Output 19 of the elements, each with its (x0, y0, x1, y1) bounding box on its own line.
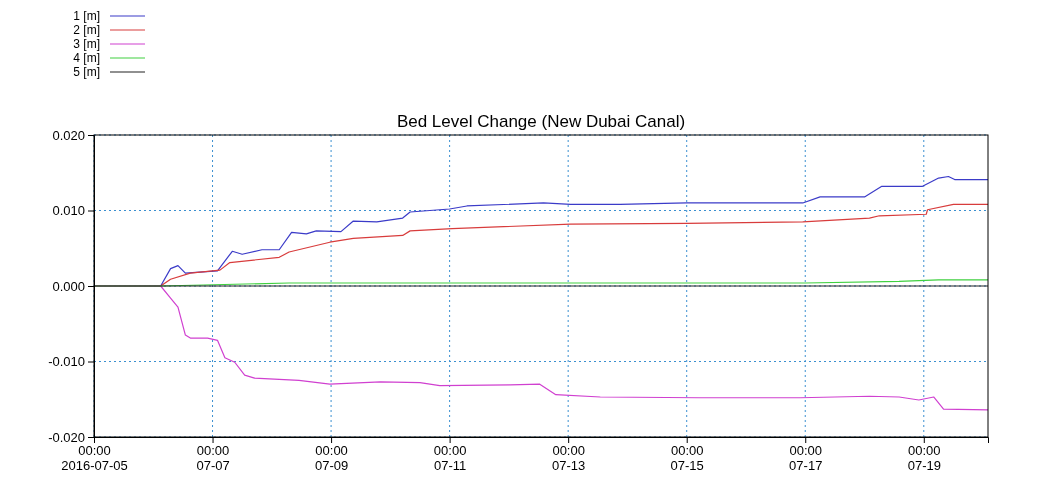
legend-label: 4 [m] (73, 51, 100, 65)
y-tick-label: 0.000 (52, 278, 85, 294)
x-tick-label: 00:00 2016-07-05 (61, 443, 128, 473)
chart-title: Bed Level Change (New Dubai Canal) (396, 112, 686, 131)
legend-label: 5 [m] (73, 65, 100, 79)
legend-label: 2 [m] (73, 23, 100, 37)
y-tick-label: -0.020 (48, 429, 85, 445)
x-tick-label: 00:00 07-09 (314, 443, 349, 473)
y-tick-label: 0.020 (52, 127, 85, 143)
x-tick-label: 00:00 07-19 (907, 443, 941, 473)
x-tick-label: 00:00 07-15 (670, 443, 704, 473)
y-tick-label: -0.010 (48, 354, 85, 370)
x-tick-label: 00:00 07-07 (196, 443, 230, 473)
x-tick-label: 00:00 07-17 (789, 443, 823, 473)
x-tick-label: 00:00 07-13 (552, 443, 586, 473)
y-tick-label: 0.010 (52, 203, 85, 219)
x-tick-label: 00:00 07-11 (433, 443, 467, 473)
legend-label: 1 [m] (73, 9, 100, 23)
legend-label: 3 [m] (73, 37, 100, 51)
